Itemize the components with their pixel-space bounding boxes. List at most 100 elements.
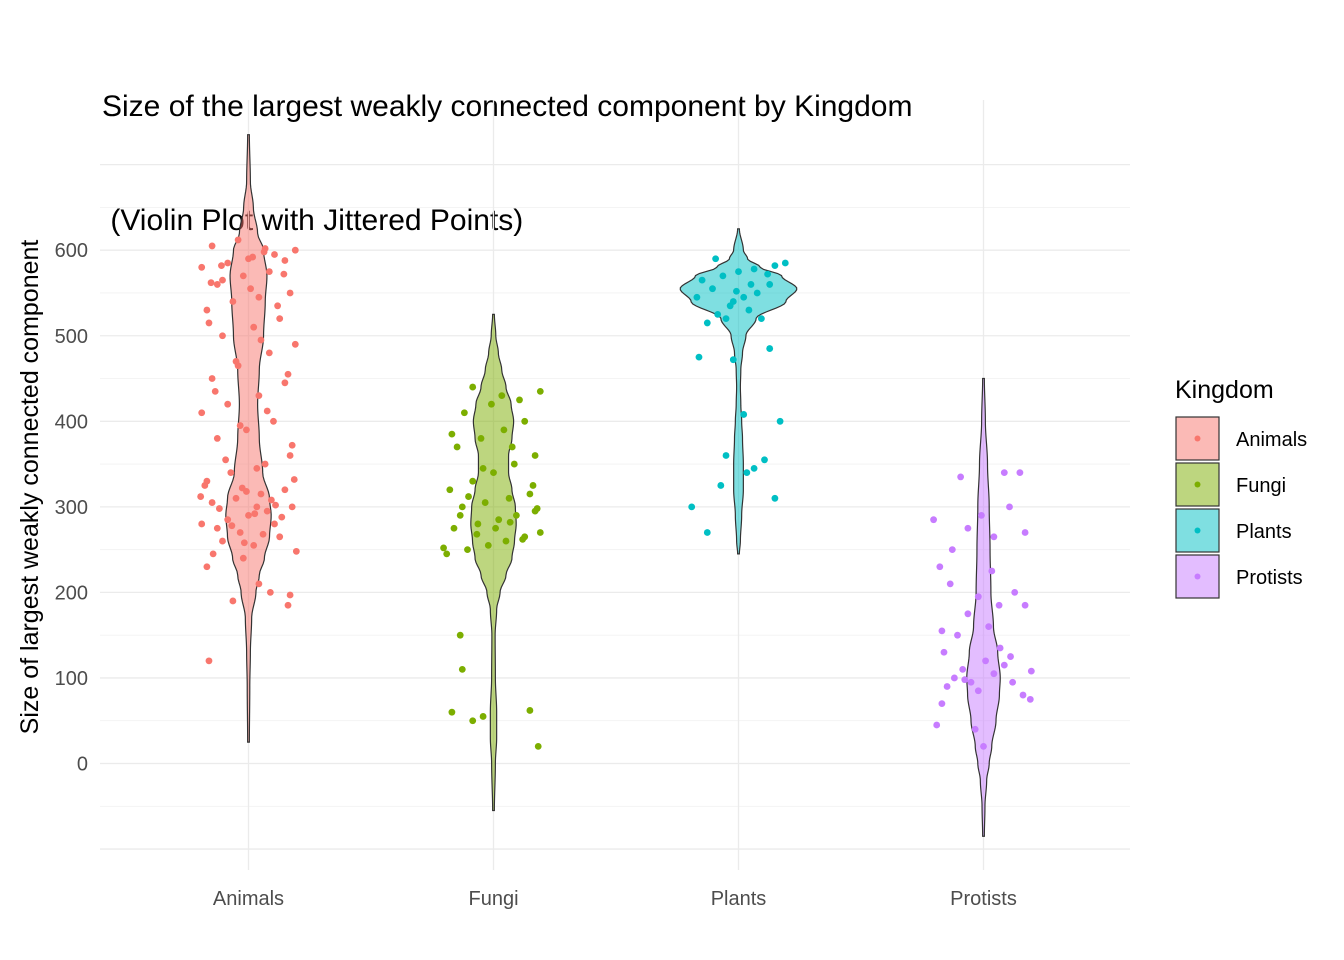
x-tick-label: Animals: [213, 888, 284, 910]
data-point-animals: [243, 426, 250, 434]
data-point-protists: [985, 623, 993, 631]
chart-subtitle: (Violin Plot with Jittered Points): [102, 204, 524, 237]
data-point-fungi: [510, 460, 518, 468]
data-point-animals: [266, 589, 274, 596]
data-point-animals: [247, 285, 254, 293]
data-point-protists: [1009, 678, 1017, 686]
data-point-fungi: [484, 541, 492, 549]
data-point-animals: [255, 392, 263, 400]
data-point-protists: [961, 676, 969, 684]
data-point-protists: [1007, 653, 1014, 660]
legend-label: Protists: [1236, 567, 1303, 589]
data-point-plants: [729, 356, 737, 364]
data-point-animals: [198, 520, 206, 528]
data-point-plants: [761, 456, 768, 464]
data-point-fungi: [526, 490, 534, 498]
legend-label: Animals: [1236, 429, 1307, 451]
violin-layer: [225, 134, 1001, 837]
data-point-animals: [229, 298, 237, 305]
data-point-fungi: [512, 512, 520, 519]
data-point-protists: [964, 610, 972, 618]
data-point-animals: [198, 409, 206, 417]
data-point-animals: [205, 319, 213, 327]
x-axis-ticks: Animals Fungi Plants Protists: [213, 888, 1017, 910]
data-point-animals: [222, 456, 230, 464]
data-point-plants: [771, 262, 779, 269]
data-point-plants: [719, 272, 727, 280]
data-point-plants: [750, 265, 758, 273]
data-point-animals: [263, 407, 271, 415]
data-point-fungi: [453, 443, 461, 451]
data-point-protists: [1026, 695, 1034, 703]
data-point-fungi: [465, 493, 472, 500]
data-point-animals: [274, 302, 282, 310]
data-point-fungi: [448, 430, 456, 438]
data-point-animals: [267, 496, 275, 504]
legend-label: Fungi: [1236, 475, 1286, 497]
data-point-fungi: [519, 535, 527, 543]
data-point-animals: [281, 486, 289, 494]
data-point-animals: [236, 529, 244, 536]
data-point-animals: [288, 441, 296, 449]
data-point-animals: [280, 270, 288, 278]
data-point-protists: [990, 533, 998, 541]
data-point-protists: [1000, 469, 1008, 477]
data-point-fungi: [534, 742, 542, 750]
data-point-animals: [261, 460, 269, 468]
data-point-animals: [261, 245, 269, 252]
data-point-animals: [234, 236, 242, 244]
data-point-protists: [1019, 691, 1027, 699]
data-point-plants: [698, 276, 706, 284]
data-point-fungi: [458, 503, 466, 511]
data-point-animals: [253, 464, 261, 472]
data-point-animals: [251, 510, 259, 518]
data-point-animals: [281, 257, 289, 264]
data-point-animals: [203, 563, 211, 571]
chart-title: Size of the largest weakly connected com…: [102, 90, 913, 123]
data-point-animals: [290, 476, 298, 483]
data-point-animals: [257, 336, 265, 344]
data-point-plants: [743, 469, 751, 477]
data-point-animals: [250, 323, 258, 331]
data-point-animals: [232, 494, 240, 502]
data-point-fungi: [469, 383, 477, 391]
data-point-fungi: [536, 387, 544, 395]
data-point-protists: [936, 563, 944, 571]
data-point-animals: [224, 516, 232, 524]
data-point-plants: [688, 503, 696, 511]
data-point-protists: [996, 644, 1004, 652]
data-point-plants: [766, 345, 774, 352]
data-point-protists: [954, 631, 961, 639]
data-point-plants: [740, 293, 748, 301]
legend-title: Kingdom: [1175, 376, 1274, 404]
data-point-animals: [224, 400, 232, 408]
data-point-animals: [227, 469, 235, 477]
data-point-fungi: [479, 713, 487, 720]
data-point-animals: [292, 547, 300, 555]
data-point-fungi: [488, 400, 495, 408]
data-point-fungi: [500, 426, 508, 434]
data-point-animals: [209, 550, 217, 558]
data-point-animals: [198, 263, 206, 271]
data-point-plants: [714, 310, 722, 318]
data-point-fungi: [536, 529, 544, 536]
data-point-plants: [740, 411, 748, 418]
legend-key-point: [1194, 481, 1201, 488]
data-point-fungi: [469, 717, 477, 725]
data-point-animals: [240, 539, 248, 547]
jitter-point-layer: [197, 236, 1035, 750]
data-point-protists: [1016, 469, 1024, 477]
data-point-animals: [286, 591, 294, 599]
data-point-animals: [238, 484, 246, 492]
data-point-fungi: [458, 665, 466, 673]
data-point-fungi: [521, 417, 529, 425]
data-point-plants: [757, 315, 765, 323]
data-point-animals: [286, 452, 294, 459]
chart-title-block: Size of the largest weakly connected com…: [102, 12, 912, 278]
data-point-fungi: [490, 469, 497, 477]
data-point-plants: [781, 259, 789, 267]
data-point-protists: [974, 593, 982, 601]
data-point-plants: [695, 353, 703, 361]
data-point-protists: [943, 683, 951, 690]
data-point-fungi: [508, 443, 516, 451]
